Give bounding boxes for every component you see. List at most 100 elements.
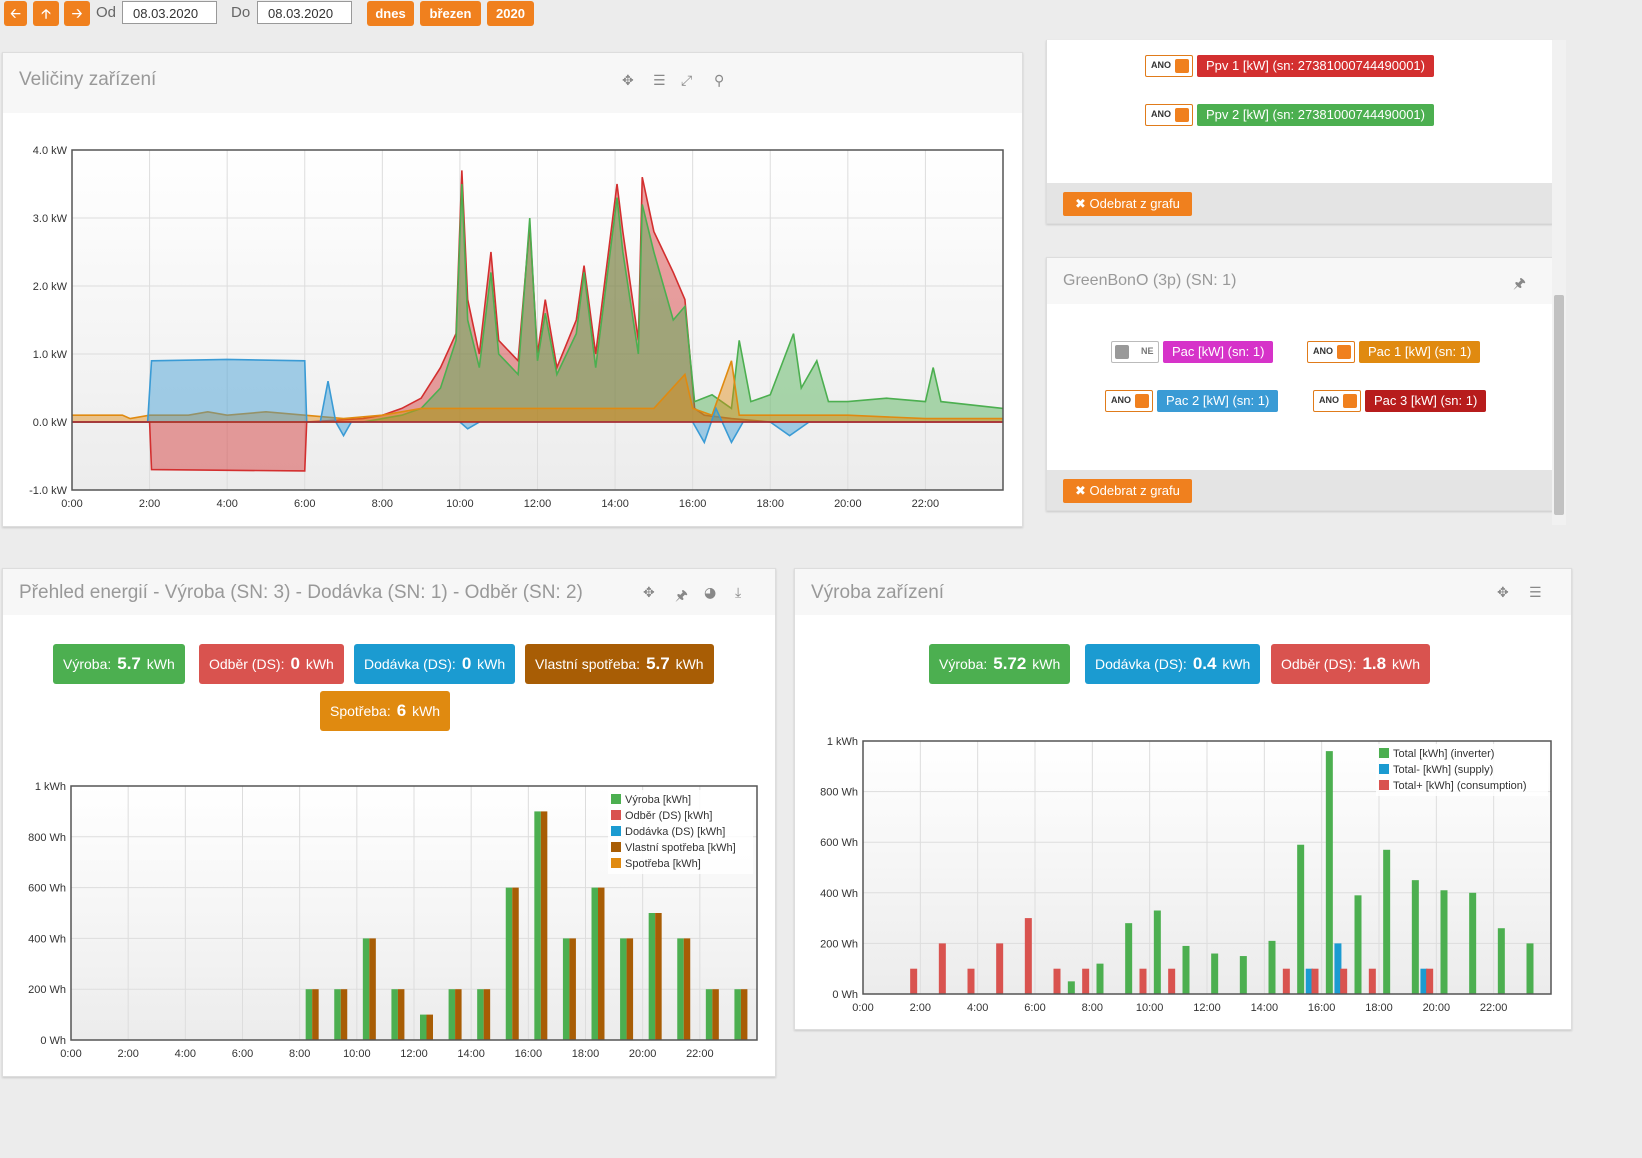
x-tick-label: 4:00 [216, 498, 237, 510]
bar-inverter [1526, 943, 1534, 994]
close-icon: ✖ [1075, 483, 1086, 498]
bar-consumption [1082, 968, 1090, 994]
zoom-icon[interactable]: ⚲ [714, 73, 725, 89]
move-icon[interactable]: ✥ [643, 585, 655, 601]
bar-supply [1420, 968, 1428, 994]
y-tick-label: 600 Wh [820, 837, 858, 849]
remove-from-chart-button[interactable]: ✖ Odebrat z grafu [1063, 479, 1192, 503]
bar-consumption [938, 943, 946, 994]
x-tick-label: 12:00 [524, 498, 552, 510]
pac1-series-tag[interactable]: Pac 1 [kW] (sn: 1) [1359, 341, 1481, 363]
from-date-input[interactable]: 08.03.2020 [122, 1, 217, 24]
x-tick-label: 10:00 [446, 498, 474, 510]
y-tick-label: 600 Wh [28, 883, 66, 895]
bar-production [420, 1014, 427, 1040]
ppv2-series-tag[interactable]: Ppv 2 [kW] (sn: 27381000744490001) [1197, 104, 1434, 126]
bar-production [562, 938, 570, 1040]
pac-series-tag[interactable]: Pac [kW] (sn: 1) [1163, 341, 1274, 363]
x-tick-label: 14:00 [601, 498, 629, 510]
bar-consumption [1053, 968, 1061, 994]
y-tick-label: 1 kWh [827, 736, 858, 748]
bar-production [734, 989, 741, 1040]
bar-inverter [1297, 844, 1305, 994]
bar-consumption [1282, 968, 1290, 994]
bar-production [391, 989, 398, 1040]
remove-from-chart-button[interactable]: ✖ Odebrat z grafu [1063, 192, 1192, 216]
bar-consumption [1368, 968, 1376, 994]
from-label: Od [96, 4, 117, 21]
to-date-input[interactable]: 08.03.2020 [257, 1, 352, 24]
bar-self-consumption [312, 989, 319, 1040]
legend-label: Výroba [kWh] [625, 794, 691, 806]
x-tick-label: 4:00 [175, 1048, 196, 1060]
energy-bar-chart[interactable]: 1 kWh 800 Wh 600 Wh 400 Wh 200 Wh 0 Wh0:00 2:0… [3, 774, 773, 1074]
legend-label: Dodávka (DS) [kWh] [625, 826, 725, 838]
series-area-0 [72, 170, 1003, 471]
move-icon[interactable]: ✥ [1497, 585, 1509, 601]
bar-self-consumption [340, 989, 348, 1040]
year-button[interactable]: 2020 [487, 1, 534, 26]
device-production-panel: Výroba zařízení ✥ ☰ Výroba: 5.72 kWh Dodá… [794, 568, 1572, 1030]
list-icon[interactable]: ☰ [1529, 585, 1542, 601]
expand-icon[interactable]: ⤢ [681, 73, 693, 89]
x-tick-label: 12:00 [1193, 1002, 1221, 1014]
y-tick-label: 1 kWh [35, 781, 66, 793]
scrollbar-thumb[interactable] [1554, 295, 1564, 515]
pie-chart-icon[interactable]: ◕ [704, 585, 717, 601]
bar-production [505, 887, 513, 1040]
pac-toggle[interactable]: NE [1111, 341, 1159, 363]
to-label: Do [231, 4, 251, 21]
pac3-toggle[interactable]: ANO [1313, 390, 1361, 412]
x-tick-label: 0:00 [852, 1002, 873, 1014]
ppv1-series-tag[interactable]: Ppv 1 [kW] (sn: 27381000744490001) [1197, 55, 1434, 77]
month-button[interactable]: březen [420, 1, 481, 26]
legend-swatch [611, 810, 621, 820]
badge-self-consumption: Vlastní spotřeba: 5.7 kWh [525, 644, 714, 684]
scrollbar[interactable] [1552, 40, 1566, 525]
bar-production [362, 938, 370, 1040]
production-bar-chart[interactable]: 1 kWh 800 Wh 600 Wh 400 Wh 200 Wh 0 Wh0:00 2:0… [795, 729, 1569, 1027]
x-tick-label: 6:00 [232, 1048, 253, 1060]
legend-box [1376, 744, 1548, 796]
x-tick-label: 18:00 [1365, 1002, 1393, 1014]
panel-title: Přehled energií - Výroba (SN: 3) - Dodáv… [19, 582, 583, 603]
pac2-toggle[interactable]: ANO [1105, 390, 1153, 412]
pac2-series-tag[interactable]: Pac 2 [kW] (sn: 1) [1157, 390, 1279, 412]
download-icon[interactable]: ⤓ [735, 585, 742, 601]
panel-title: GreenBonO (3p) (SN: 1) [1063, 272, 1237, 289]
x-tick-label: 2:00 [139, 498, 160, 510]
y-tick-label: 200 Wh [820, 938, 858, 950]
x-tick-label: 6:00 [1024, 1002, 1045, 1014]
plot-border [862, 740, 1552, 995]
pin-icon[interactable]: 🖈 [1513, 276, 1526, 292]
up-button[interactable]: 🡡 [33, 1, 59, 26]
bar-consumption [1139, 968, 1147, 994]
badge-supply-grid: Dodávka (DS): 0.4 kWh [1085, 644, 1261, 684]
y-tick-label: 0.0 kW [33, 417, 68, 429]
forward-button[interactable]: 🡢 [64, 1, 90, 26]
bar-inverter [1268, 940, 1276, 994]
today-button[interactable]: dnes [367, 1, 414, 26]
pac3-series-tag[interactable]: Pac 3 [kW] (sn: 1) [1365, 390, 1487, 412]
x-tick-label: 16:00 [1308, 1002, 1336, 1014]
panel-header: Veličiny zařízení ✥ ☰ ⤢ ⚲ [3, 53, 1022, 113]
bar-consumption [1168, 968, 1176, 994]
power-area-chart[interactable]: 4.0 kW 3.0 kW 2.0 kW 1.0 kW 0.0 kW -1.0 kW0:0… [3, 113, 1020, 525]
back-button[interactable]: 🡠 [4, 1, 27, 26]
pin-icon[interactable]: 🖈 [675, 588, 688, 604]
x-tick-label: 8:00 [372, 498, 393, 510]
x-tick-label: 8:00 [289, 1048, 310, 1060]
arrow-left-icon: 🡠 [10, 6, 21, 21]
ppv1-toggle[interactable]: ANO [1145, 55, 1193, 77]
series-area-1 [72, 184, 1003, 422]
bar-self-consumption [483, 989, 491, 1040]
move-icon[interactable]: ✥ [622, 73, 634, 89]
list-icon[interactable]: ☰ [653, 73, 666, 89]
bar-inverter [1354, 895, 1362, 994]
x-tick-label: 22:00 [686, 1048, 714, 1060]
badge-consumption-grid: Odběr (DS): 0 kWh [199, 644, 344, 684]
x-tick-label: 16:00 [679, 498, 707, 510]
bar-inverter [1411, 880, 1419, 994]
ppv2-toggle[interactable]: ANO [1145, 104, 1193, 126]
pac1-toggle[interactable]: ANO [1307, 341, 1355, 363]
